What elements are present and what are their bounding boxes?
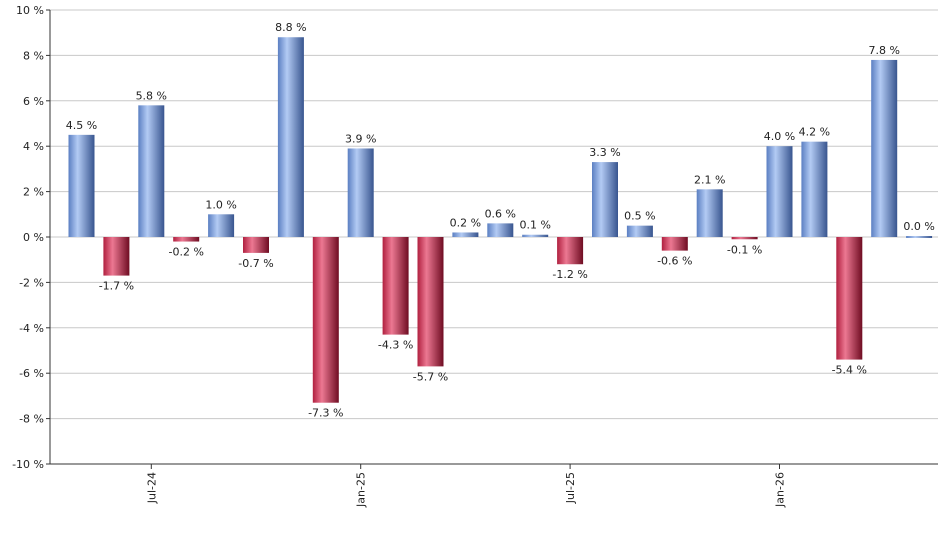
y-tick-label: 6 %: [23, 95, 44, 108]
bar: [452, 232, 479, 237]
bar: [557, 237, 584, 265]
y-tick-label: -6 %: [19, 367, 44, 380]
bar: [417, 237, 444, 367]
y-tick-label: 10 %: [16, 4, 44, 17]
bar-value-label: -5.4 %: [832, 364, 867, 377]
bar-value-label: -1.7 %: [99, 280, 134, 293]
bar-value-label: 2.1 %: [694, 173, 725, 186]
y-tick-label: -2 %: [19, 276, 44, 289]
y-tick-label: 4 %: [23, 140, 44, 153]
bar: [103, 237, 130, 276]
bar: [522, 234, 549, 237]
bar-value-label: 0.1 %: [519, 219, 550, 232]
x-tick-label: Jan-25: [355, 472, 368, 508]
bar: [592, 162, 618, 237]
bar-value-label: 3.3 %: [589, 146, 620, 159]
y-axis-tick-labels: 10 % 8 % 6 % 4 % 2 % 0 % -2 % -4 % -6 % -8 % -10 %: [12, 4, 44, 471]
bar-value-label: 4.0 %: [764, 130, 795, 143]
bar: [68, 134, 95, 237]
y-tick-label: -8 %: [19, 413, 44, 426]
bar: [766, 146, 793, 237]
bar-value-label: 1.0 %: [205, 198, 236, 211]
x-axis-tick-labels: Jul-24 Jan-25 Jul-25 Jan-26: [145, 464, 787, 508]
bar-value-label: -4.3 %: [378, 339, 413, 352]
bar: [696, 189, 723, 237]
y-tick-label: -10 %: [12, 458, 44, 471]
bar: [836, 237, 863, 360]
bar: [208, 214, 235, 237]
y-tick-label: -4 %: [19, 322, 44, 335]
bar-value-label: -0.7 %: [238, 257, 273, 270]
x-tick-label: Jul-25: [564, 472, 577, 504]
bar-value-label: -0.2 %: [168, 246, 203, 259]
bar-value-label: 5.8 %: [136, 89, 167, 102]
bar: [243, 237, 269, 253]
bar: [347, 148, 374, 237]
x-tick-label: Jul-24: [145, 472, 158, 504]
y-tick-label: 2 %: [23, 186, 44, 199]
bar-value-label: 0.2 %: [450, 216, 481, 229]
bar: [312, 237, 339, 403]
bar-value-label: 0.5 %: [624, 210, 655, 223]
bar-value-label: 4.5 %: [66, 119, 97, 132]
bar-value-label: 8.8 %: [275, 21, 306, 34]
y-tick-label: 8 %: [23, 49, 44, 62]
bar: [138, 105, 165, 237]
bar-value-label: 3.9 %: [345, 132, 376, 145]
bar-value-label: -0.1 %: [727, 243, 762, 256]
bar: [626, 225, 653, 237]
bar: [382, 237, 409, 335]
bar-value-label: -0.6 %: [657, 255, 692, 268]
bar-value-label: 4.2 %: [799, 126, 830, 139]
bar-value-label: 7.8 %: [868, 44, 899, 57]
bar-value-labels: 4.5 % -1.7 % 5.8 % -0.2 % 1.0 % -0.7 % 8.8 % -7…: [66, 21, 935, 419]
x-tick-label: Jan-26: [774, 472, 787, 508]
bar-value-label: 0.6 %: [485, 207, 516, 220]
axes: [49, 10, 938, 465]
bar: [277, 37, 304, 237]
y-tick-label: 0 %: [23, 231, 44, 244]
bar: [487, 223, 514, 237]
bar: [906, 236, 933, 238]
bar-value-label: 0.0 %: [903, 220, 934, 233]
bar-value-label: -7.3 %: [308, 407, 343, 420]
bars: [68, 37, 933, 403]
bar-value-label: -5.7 %: [413, 370, 448, 383]
bar: [801, 141, 828, 237]
bar: [173, 237, 200, 242]
bar: [731, 237, 758, 240]
bar-value-label: -1.2 %: [552, 268, 587, 281]
bar: [871, 59, 898, 237]
bar: [661, 237, 688, 251]
